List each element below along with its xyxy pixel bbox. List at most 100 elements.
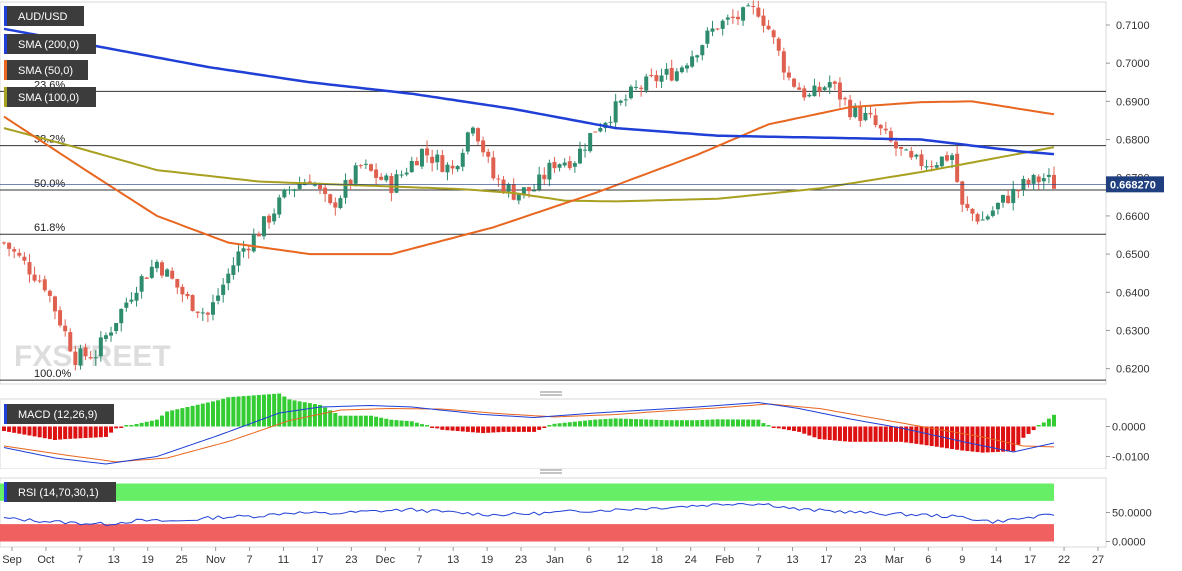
- candle: [435, 149, 440, 170]
- macd-histogram-bar: [1046, 418, 1051, 427]
- candle-body: [547, 162, 552, 180]
- candle-body: [7, 242, 12, 249]
- sma-100-label[interactable]: SMA (100,0): [4, 87, 96, 107]
- rsi-label[interactable]: RSI (14,70,30,1): [4, 482, 116, 502]
- candle: [374, 163, 379, 186]
- candle-body: [1026, 179, 1031, 185]
- candle-body: [63, 325, 68, 332]
- candle-body: [481, 140, 486, 153]
- macd-histogram-bar: [374, 416, 379, 427]
- x-tick-label: 6: [925, 554, 931, 566]
- macd-histogram-bar: [282, 396, 287, 427]
- sma-50-label-bg: [4, 60, 88, 80]
- macd-histogram-bar: [639, 419, 644, 427]
- macd-histogram-bar: [103, 426, 108, 437]
- candle: [154, 259, 159, 273]
- candle: [623, 94, 628, 107]
- candle: [919, 149, 924, 171]
- candle-body: [17, 252, 22, 256]
- candle-body: [608, 121, 613, 123]
- macd-histogram-bar: [858, 426, 863, 442]
- x-tick-label: 17: [1024, 554, 1036, 566]
- candle-body: [904, 149, 909, 151]
- candle: [221, 278, 226, 303]
- macd-line: [3, 401, 1055, 465]
- macd-histogram-bar: [165, 411, 170, 427]
- macd-histogram-bar: [287, 399, 292, 427]
- candle: [496, 174, 501, 187]
- candle: [394, 169, 399, 194]
- candle: [282, 188, 287, 199]
- candle: [761, 8, 766, 33]
- macd-histogram-bar: [445, 426, 450, 431]
- candle-body: [710, 28, 715, 32]
- candle: [379, 173, 384, 181]
- candle: [1036, 174, 1041, 190]
- macd-histogram-bar: [154, 419, 159, 427]
- candle-body: [32, 274, 37, 281]
- macd-histogram-bar: [394, 420, 399, 427]
- macd-histogram-bar: [1006, 426, 1011, 452]
- sma-100-label-bg: [4, 87, 96, 107]
- candle-body: [83, 347, 88, 357]
- candle-body: [934, 165, 939, 168]
- candle-body: [221, 284, 226, 295]
- candle: [542, 167, 547, 186]
- candle-body: [58, 310, 63, 326]
- x-tick-label: 19: [142, 554, 154, 566]
- candle-body: [272, 213, 277, 222]
- candle-body: [950, 155, 955, 160]
- symbol-label-bg: [4, 6, 84, 26]
- macd-histogram-bar: [27, 426, 32, 436]
- rsi-y-tick-label: 50.0000: [1112, 508, 1152, 520]
- candle: [119, 308, 124, 332]
- candle: [216, 288, 221, 305]
- x-tick-label: Sep: [2, 554, 22, 566]
- candle: [425, 140, 430, 163]
- macd-histogram-bar: [292, 400, 297, 427]
- candle: [659, 68, 664, 89]
- candle: [93, 350, 98, 366]
- macd-histogram-bar: [501, 426, 506, 432]
- sma-50-label[interactable]: SMA (50,0): [4, 60, 88, 80]
- candle-body: [114, 323, 119, 332]
- candle: [98, 331, 103, 362]
- macd-histogram-bar: [807, 426, 812, 436]
- x-tick-label: 27: [1092, 554, 1104, 566]
- macd-histogram-bar: [878, 426, 883, 442]
- rsi-resize-handle[interactable]: [0, 469, 1106, 477]
- candle: [185, 291, 190, 300]
- candle-body: [521, 187, 526, 195]
- candle: [231, 257, 236, 280]
- candle-body: [965, 203, 970, 209]
- macd-label[interactable]: MACD (12,26,9): [4, 404, 114, 424]
- candle: [924, 159, 929, 172]
- candle-body: [797, 87, 802, 90]
- macd-histogram-bar: [1016, 426, 1021, 445]
- macd-histogram-bar: [343, 415, 348, 427]
- candle: [628, 84, 633, 100]
- candle-body: [180, 286, 185, 295]
- sma-200-label[interactable]: SMA (200,0): [4, 34, 96, 54]
- candle-body: [572, 163, 577, 167]
- x-tick-label: 17: [820, 554, 832, 566]
- candle: [685, 63, 690, 73]
- macd-histogram-bar: [899, 426, 904, 442]
- macd-resize-handle[interactable]: [0, 389, 1106, 397]
- candle: [241, 240, 246, 258]
- candle-body: [277, 197, 282, 215]
- macd-histogram-bar: [746, 419, 751, 427]
- sma-50-label-text: SMA (50,0): [18, 65, 73, 77]
- candle: [776, 37, 781, 56]
- candle-body: [134, 292, 139, 301]
- macd-histogram-bar: [1021, 426, 1026, 438]
- macd-histogram-bar: [440, 426, 445, 430]
- candle-body: [170, 270, 175, 279]
- candle-body: [690, 56, 695, 67]
- symbol-label[interactable]: AUD/USD: [4, 6, 84, 26]
- macd-histogram-bar: [511, 426, 516, 432]
- candle-body: [42, 279, 47, 291]
- candle: [22, 252, 27, 265]
- macd-histogram-bar: [226, 397, 231, 427]
- candle-body: [333, 202, 338, 208]
